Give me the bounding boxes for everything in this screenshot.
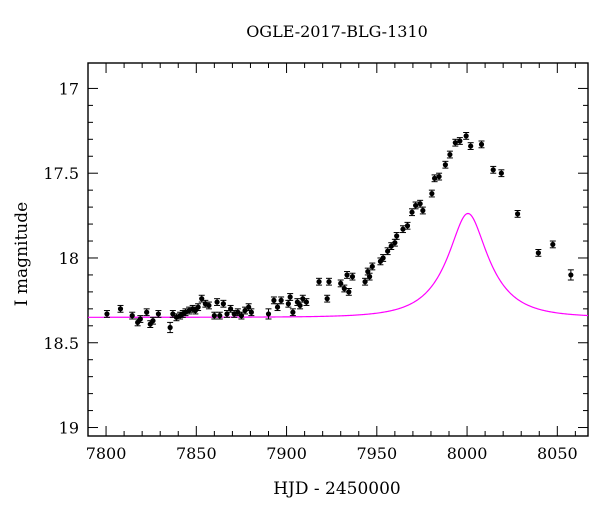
- data-point: [550, 241, 556, 248]
- data-point: [362, 279, 368, 285]
- data-point: [457, 138, 463, 144]
- data-point: [144, 309, 150, 315]
- y-tick-label: 18: [59, 249, 79, 268]
- data-point: [436, 173, 442, 180]
- data-point: [170, 311, 176, 317]
- data-point: [366, 274, 373, 280]
- data-point: [167, 324, 173, 331]
- data-point: [104, 311, 110, 317]
- data-point: [447, 151, 453, 158]
- data-point: [137, 316, 143, 322]
- x-tick-label: 7850: [176, 444, 217, 463]
- plot-frame: [87, 62, 589, 437]
- data-point: [129, 313, 135, 319]
- data-point: [211, 313, 217, 319]
- data-point: [297, 302, 303, 309]
- x-tick-label: 7950: [356, 444, 397, 463]
- data-point: [413, 202, 419, 209]
- data-point: [490, 167, 496, 173]
- x-tick-label: 7800: [86, 444, 127, 463]
- data-point: [388, 243, 394, 249]
- data-point: [195, 304, 201, 310]
- data-point: [271, 297, 277, 303]
- data-point: [535, 250, 541, 256]
- y-axis-label: I magnitude: [12, 202, 32, 306]
- data-point: [287, 294, 293, 300]
- data-point: [346, 289, 352, 295]
- data-point: [409, 209, 415, 215]
- y-tick-label: 18.5: [43, 334, 79, 353]
- data-point: [265, 311, 272, 317]
- plot-area: 7800 7850 7900 7950 8000 8050 17 17.5 18 18.5 19: [43, 62, 589, 463]
- x-axis-label: HJD - 2450000: [273, 479, 401, 499]
- data-point: [417, 201, 423, 207]
- data-point: [349, 274, 356, 280]
- data-point: [429, 190, 435, 197]
- data-point: [248, 309, 254, 315]
- data-point: [235, 309, 241, 315]
- data-point: [463, 133, 469, 139]
- data-point: [285, 301, 291, 307]
- data-point: [155, 311, 161, 317]
- data-point: [150, 318, 156, 324]
- data-point: [300, 296, 306, 302]
- data-point: [394, 233, 400, 239]
- data-point: [468, 143, 474, 149]
- data-point: [431, 175, 438, 181]
- data-point: [568, 272, 574, 278]
- x-tick-label: 7900: [266, 444, 307, 463]
- data-point: [420, 207, 426, 214]
- y-tick-label: 17.5: [43, 164, 79, 183]
- data-point: [326, 279, 332, 285]
- data-point: [242, 307, 248, 314]
- data-point: [274, 304, 281, 310]
- model-curve: [88, 212, 589, 318]
- data-point: [442, 162, 449, 168]
- data-point: [220, 301, 226, 307]
- data-point: [478, 141, 485, 147]
- data-point: [341, 285, 347, 292]
- data-point: [515, 211, 521, 217]
- data-point: [452, 140, 458, 146]
- data-point: [344, 272, 350, 278]
- data-point: [217, 313, 223, 319]
- data-point: [278, 297, 284, 303]
- data-point: [369, 263, 375, 270]
- data-point: [117, 306, 124, 312]
- chart-title: OGLE-2017-BLG-1310: [246, 22, 428, 41]
- data-point: [303, 299, 310, 305]
- y-tick-label: 17: [59, 79, 79, 98]
- data-point: [380, 255, 386, 261]
- data-point: [316, 279, 322, 285]
- data-point: [400, 226, 406, 232]
- data-point: [206, 302, 212, 309]
- data-point: [214, 299, 220, 305]
- y-tick-label: 19: [59, 419, 79, 438]
- data-point: [392, 240, 398, 246]
- x-tick-label: 8000: [447, 444, 488, 463]
- data-point: [290, 309, 296, 315]
- data-point: [404, 223, 411, 229]
- data-point: [498, 170, 504, 176]
- data-point: [324, 296, 330, 302]
- x-tick-label: 8050: [537, 444, 578, 463]
